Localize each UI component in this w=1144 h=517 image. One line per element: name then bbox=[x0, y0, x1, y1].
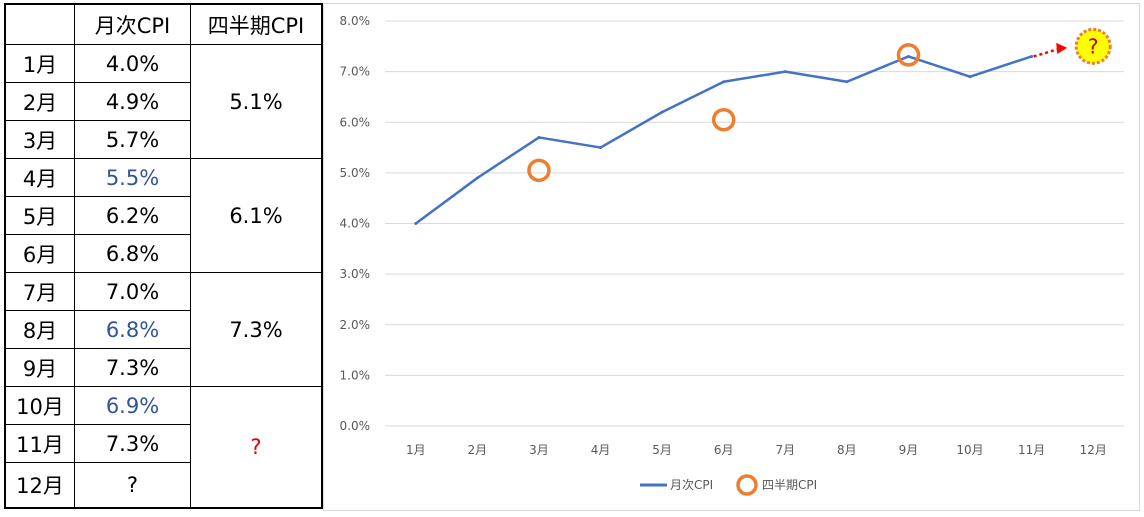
monthly-cpi-cell: 7.3% bbox=[74, 348, 191, 387]
quarterly-cpi-cell: 7.3% bbox=[190, 272, 323, 387]
month-cell: 8月 bbox=[4, 310, 75, 349]
monthly-cpi-cell: 6.8% bbox=[74, 310, 191, 349]
table-header-row: 月次CPI 四半期CPI bbox=[4, 3, 323, 45]
data-point bbox=[1030, 54, 1034, 58]
month-cell: 9月 bbox=[4, 348, 75, 387]
table-row: 10月 6.9% ? bbox=[4, 386, 323, 509]
month-cell: 5月 bbox=[4, 196, 75, 235]
y-tick-label: 2.0% bbox=[340, 318, 371, 332]
table-row: 1月 4.0% 5.1% bbox=[4, 44, 323, 159]
monthly-cpi-cell: 5.5% bbox=[74, 158, 191, 197]
data-point bbox=[475, 176, 479, 180]
month-cell: 10月 bbox=[4, 386, 75, 425]
table-row: 9月 7.3% bbox=[4, 348, 322, 387]
x-tick-label: 2月 bbox=[468, 443, 488, 457]
data-point bbox=[537, 135, 541, 139]
data-point bbox=[968, 75, 972, 79]
x-tick-label: 3月 bbox=[529, 443, 549, 457]
cpi-line-chart: 0.0% 1.0% 2.0% 3.0% 4.0% 5.0% 6.0% 7.0% 8.0% 1月 2月… bbox=[323, 3, 1140, 511]
month-cell: 7月 bbox=[4, 272, 75, 311]
x-tick-label: 8月 bbox=[837, 443, 857, 457]
quarterly-cpi-cell: 6.1% bbox=[190, 158, 323, 273]
month-cell: 2月 bbox=[4, 82, 75, 121]
monthly-cpi-cell: 4.0% bbox=[74, 44, 191, 83]
x-tick-label: 9月 bbox=[899, 443, 919, 457]
y-tick-label: 3.0% bbox=[340, 267, 371, 281]
x-tick-label: 5月 bbox=[652, 443, 672, 457]
monthly-cpi-cell: 6.8% bbox=[74, 234, 191, 273]
table-row: 12月 ? bbox=[4, 462, 322, 509]
month-cell: 4月 bbox=[4, 158, 75, 197]
quarterly-cpi-unknown: ? bbox=[190, 386, 323, 509]
monthly-cpi-cell: 7.3% bbox=[74, 424, 191, 463]
quarterly-cpi-marker bbox=[527, 158, 551, 183]
month-cell: 3月 bbox=[4, 120, 75, 159]
data-point bbox=[414, 222, 418, 225]
y-tick-label: 4.0% bbox=[340, 217, 371, 231]
table-row: 4月 5.5% 6.1% bbox=[4, 158, 323, 273]
x-tick-label: 11月 bbox=[1018, 443, 1045, 457]
month-cell: 6月 bbox=[4, 234, 75, 273]
header-quarterly-cpi: 四半期CPI bbox=[190, 3, 323, 45]
data-point bbox=[783, 70, 787, 74]
y-tick-label: 0.0% bbox=[340, 419, 371, 433]
month-cell: 12月 bbox=[4, 462, 75, 509]
quarterly-cpi-marker bbox=[896, 43, 921, 67]
cpi-table: 月次CPI 四半期CPI 1月 4.0% 5.1% 2月 4.9% 3月 5.7… bbox=[4, 3, 323, 509]
quarterly-cpi-cell: 5.1% bbox=[190, 44, 323, 159]
table-row: 2月 4.9% bbox=[4, 82, 322, 121]
monthly-cpi-cell: 6.2% bbox=[74, 196, 191, 235]
month-cell: 1月 bbox=[4, 44, 75, 83]
x-tick-label: 12月 bbox=[1080, 443, 1107, 457]
data-point bbox=[660, 110, 664, 114]
legend-marker-swatch bbox=[736, 474, 758, 496]
legend-label: 四半期CPI bbox=[762, 478, 817, 492]
x-tick-label: 10月 bbox=[956, 443, 983, 457]
monthly-cpi-cell: 4.9% bbox=[74, 82, 191, 121]
y-tick-label: 6.0% bbox=[340, 115, 371, 129]
monthly-cpi-cell: 6.9% bbox=[74, 386, 191, 425]
y-tick-label: 7.0% bbox=[340, 65, 371, 79]
data-point bbox=[599, 146, 603, 150]
forecast-arrow bbox=[1033, 47, 1060, 58]
chart-canvas: 0.0% 1.0% 2.0% 3.0% 4.0% 5.0% 6.0% 7.0% 8.0% 1月 2月… bbox=[340, 14, 1124, 496]
forecast-bubble bbox=[1074, 27, 1112, 65]
monthly-cpi-cell: 7.0% bbox=[74, 272, 191, 311]
x-tick-label: 7月 bbox=[775, 443, 795, 457]
monthly-cpi-cell: ? bbox=[74, 462, 191, 509]
x-tick-label: 4月 bbox=[591, 443, 611, 457]
x-tick-label: 6月 bbox=[714, 443, 734, 457]
data-point bbox=[845, 80, 849, 84]
legend-label: 月次CPI bbox=[670, 478, 713, 492]
y-tick-label: 8.0% bbox=[340, 14, 371, 28]
table-row: 7月 7.0% 7.3% bbox=[4, 272, 323, 387]
forecast-question-mark: ? bbox=[1088, 34, 1099, 58]
quarterly-cpi-marker bbox=[711, 107, 736, 132]
data-point bbox=[906, 54, 910, 58]
x-tick-label: 1月 bbox=[406, 443, 426, 457]
monthly-cpi-cell: 5.7% bbox=[74, 120, 191, 159]
forecast-arrow-head bbox=[1056, 42, 1068, 54]
header-monthly-cpi: 月次CPI bbox=[74, 3, 191, 45]
table-row: 8月 6.8% bbox=[4, 310, 322, 349]
y-tick-label: 5.0% bbox=[340, 166, 371, 180]
data-point bbox=[722, 80, 726, 84]
month-cell: 11月 bbox=[4, 424, 75, 463]
table-row: 11月 7.3% bbox=[4, 424, 322, 463]
header-empty bbox=[4, 3, 75, 45]
y-tick-label: 1.0% bbox=[340, 368, 371, 382]
